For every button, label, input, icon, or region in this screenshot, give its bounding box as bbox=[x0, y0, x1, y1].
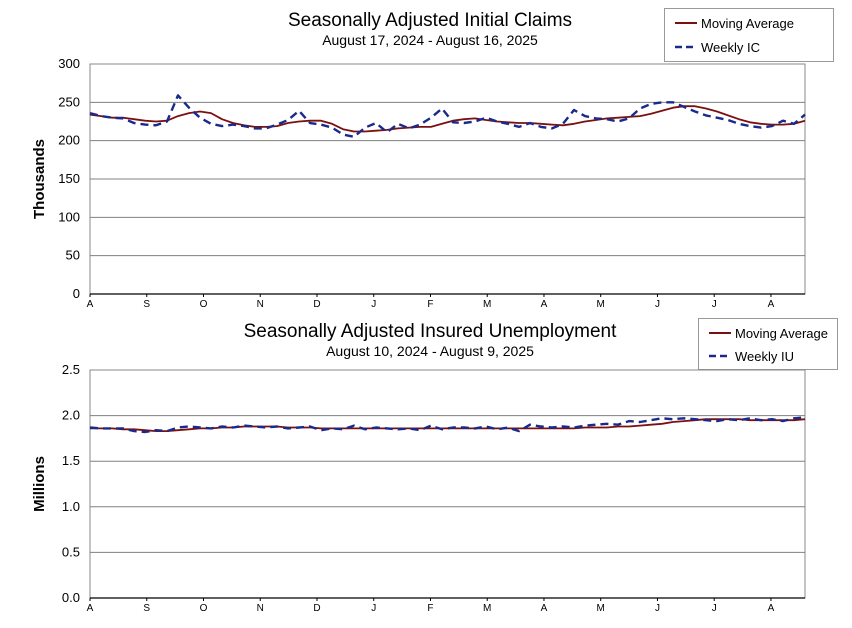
chart1-ytick-label: 250 bbox=[58, 94, 80, 109]
chart2-legend: Moving Average Weekly IU bbox=[698, 318, 838, 370]
chart1-month-label: O bbox=[200, 299, 208, 310]
chart2-month-label: A bbox=[87, 603, 94, 614]
chart2-month-label: J bbox=[371, 603, 376, 614]
chart1-month-label: D bbox=[313, 299, 320, 310]
chart1-month-label: F bbox=[427, 299, 433, 310]
chart1-month-label: J bbox=[655, 299, 660, 310]
chart2-month-label: A bbox=[768, 603, 775, 614]
chart1-plot: 0 50 100 150 200 250 300 A S O N D J F M A M J J A Thousands bbox=[31, 56, 806, 310]
chart1-legend-label-weekly: Weekly IC bbox=[701, 39, 760, 55]
chart2-plot-area bbox=[89, 369, 806, 599]
legend-line-solid-icon bbox=[709, 332, 731, 334]
chart2-y-axis-label: Millions bbox=[31, 456, 48, 512]
chart2-month-label: D bbox=[313, 603, 320, 614]
chart2-ytick-label: 1.0 bbox=[62, 499, 80, 514]
chart1-series-weekly-line bbox=[89, 94, 806, 139]
chart2-ytick-label: 1.5 bbox=[62, 453, 80, 468]
chart2-ytick-label: 2.0 bbox=[62, 408, 80, 423]
chart1-y-axis-label: Thousands bbox=[31, 139, 48, 219]
chart2-title: Seasonally Adjusted Insured Unemployment bbox=[243, 321, 617, 342]
chart2-month-label: A bbox=[541, 603, 548, 614]
chart2-legend-item-ma: Moving Average bbox=[709, 325, 828, 341]
chart1-ytick-label: 50 bbox=[66, 248, 80, 263]
chart1-month-label: N bbox=[257, 299, 264, 310]
chart1-month-label: A bbox=[541, 299, 548, 310]
chart1-ytick-label: 200 bbox=[58, 133, 80, 148]
chart1-ytick-label: 300 bbox=[58, 56, 80, 71]
chart2-plot: 0.0 0.5 1.0 1.5 2.0 2.5 A S O N D J F M A M J J A Millions bbox=[31, 362, 806, 614]
chart1-legend-item-ma: Moving Average bbox=[675, 15, 794, 31]
chart1-ytick-label: 0 bbox=[73, 286, 80, 301]
chart2-month-label: M bbox=[483, 603, 491, 614]
chart2-subtitle: August 10, 2024 - August 9, 2025 bbox=[326, 343, 534, 359]
chart2-legend-label-ma: Moving Average bbox=[735, 325, 828, 341]
chart2-month-label: J bbox=[712, 603, 717, 614]
chart1-month-label: A bbox=[87, 299, 94, 310]
chart2-series-weekly-line bbox=[89, 416, 806, 434]
chart2-month-label: S bbox=[143, 603, 150, 614]
legend-line-solid-icon bbox=[675, 22, 697, 24]
chart2-month-label: O bbox=[200, 603, 208, 614]
chart1-ytick-label: 100 bbox=[58, 209, 80, 224]
legend-line-dashed-icon bbox=[675, 45, 697, 49]
chart2-month-label: F bbox=[427, 603, 433, 614]
chart1-month-label: S bbox=[143, 299, 150, 310]
chart1-legend-item-weekly: Weekly IC bbox=[675, 39, 760, 55]
chart1-series-moving-average-line bbox=[89, 105, 806, 133]
chart2-ytick-label: 0.5 bbox=[62, 544, 80, 559]
chart2-month-label: J bbox=[655, 603, 660, 614]
chart1-month-label: J bbox=[371, 299, 376, 310]
chart2-legend-label-weekly: Weekly IU bbox=[735, 348, 794, 364]
chart1-month-label: M bbox=[483, 299, 491, 310]
chart1-legend: Moving Average Weekly IC bbox=[664, 8, 834, 62]
chart1-month-label: J bbox=[712, 299, 717, 310]
chart1-subtitle: August 17, 2024 - August 16, 2025 bbox=[322, 32, 538, 48]
legend-line-dashed-icon bbox=[709, 354, 731, 358]
chart2-month-label: N bbox=[257, 603, 264, 614]
chart1-month-label: A bbox=[768, 299, 775, 310]
chart1-month-label: M bbox=[597, 299, 605, 310]
chart2-ytick-label: 0.0 bbox=[62, 590, 80, 605]
chart1-ytick-label: 150 bbox=[58, 171, 80, 186]
chart1-legend-label-ma: Moving Average bbox=[701, 15, 794, 31]
chart2-legend-item-weekly: Weekly IU bbox=[709, 348, 794, 364]
chart1-title: Seasonally Adjusted Initial Claims bbox=[287, 10, 573, 31]
chart2-month-label: M bbox=[597, 603, 605, 614]
chart2-ytick-label: 2.5 bbox=[62, 362, 80, 377]
